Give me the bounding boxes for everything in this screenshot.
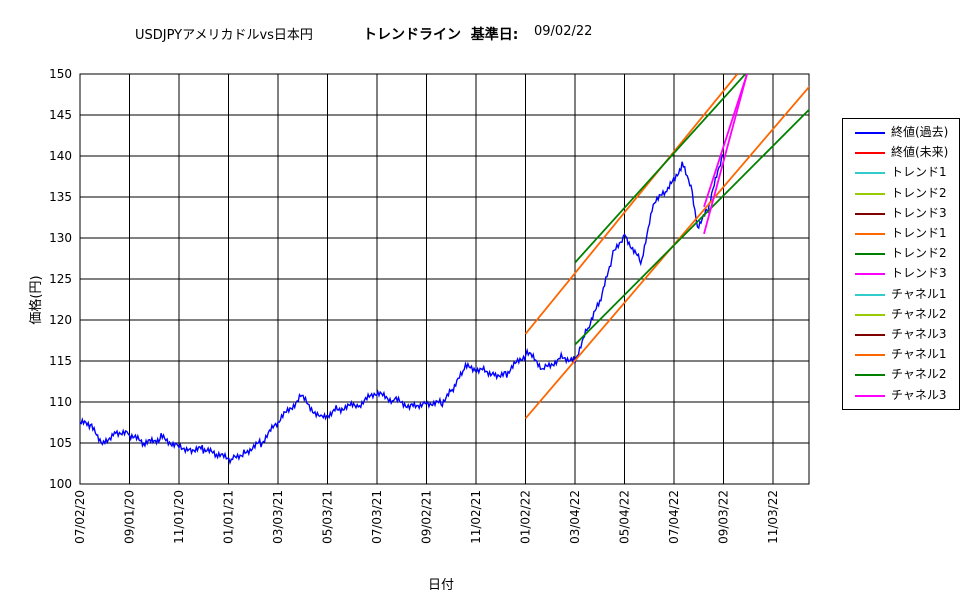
- y-tick-labels: 100 105 110 115 120 125 130 135 140 145 150: [49, 67, 72, 491]
- series-lines: [80, 74, 809, 465]
- legend-label: チャネル1: [891, 286, 947, 301]
- y-tick-label: 110: [49, 395, 72, 409]
- x-tick-label: 05/04/22: [618, 490, 632, 544]
- series-line: [524, 74, 738, 335]
- x-tick-label: 01/01/21: [222, 490, 236, 544]
- y-tick-label: 135: [49, 190, 72, 204]
- chart-title: USDJPYアメリカドルvs日本円: [135, 28, 313, 43]
- series-line: [574, 108, 809, 346]
- x-axis-label: 日付: [428, 578, 455, 593]
- legend-swatch: [855, 192, 885, 195]
- legend-label: チャネル2: [891, 306, 947, 321]
- y-tick-label: 140: [49, 149, 72, 163]
- legend-swatch: [855, 172, 885, 175]
- legend-swatch: [855, 253, 885, 256]
- series-line: [703, 74, 748, 208]
- x-tick-label: 03/03/21: [271, 490, 285, 544]
- grid-lines: [79, 73, 809, 485]
- trendline-label: トレンドライン: [363, 27, 461, 43]
- y-tick-label: 150: [49, 67, 72, 81]
- x-tick-label: 09/03/22: [717, 490, 731, 544]
- legend-label: トレンド1: [891, 165, 947, 180]
- x-tick-label: 07/03/21: [370, 490, 384, 544]
- legend-label: トレンド2: [891, 185, 947, 200]
- legend-label: チャネル3: [891, 327, 947, 341]
- x-tick-label: 01/02/22: [519, 490, 533, 544]
- legend-swatch: [855, 152, 885, 155]
- legend-label: トレンド1: [891, 226, 947, 240]
- x-tick-label: 11/03/22: [766, 490, 780, 544]
- legend-label: チャネル3: [891, 387, 947, 402]
- y-axis-label: 価格(円): [29, 275, 45, 325]
- x-tick-labels: 07/02/20 09/01/20 11/01/20 01/01/21 03/03/21…: [73, 490, 780, 544]
- series-line: [80, 154, 724, 465]
- base-date-label: 基準日:: [470, 27, 519, 43]
- legend-swatch: [855, 374, 885, 377]
- x-tick-label: 09/02/21: [420, 490, 434, 544]
- x-tick-label: 09/01/20: [123, 490, 137, 544]
- x-tick-label: 11/01/20: [172, 490, 186, 544]
- legend-swatch: [855, 212, 885, 215]
- legend-swatch: [855, 394, 885, 397]
- legend-label: トレンド3: [891, 205, 947, 220]
- legend-label: トレンド2: [891, 246, 947, 261]
- legend-swatch: [855, 334, 885, 336]
- y-tick-label: 120: [49, 313, 72, 327]
- y-tick-label: 105: [49, 436, 72, 450]
- chart-subtitle: トレンドライン 基準日:: [363, 24, 518, 44]
- x-tick-label: 07/02/20: [73, 490, 87, 544]
- legend-label: トレンド3: [891, 266, 947, 281]
- legend-swatch: [855, 132, 885, 134]
- x-tick-label: 05/03/21: [321, 490, 335, 544]
- legend-swatch: [855, 313, 885, 316]
- x-tick-label: 11/02/21: [469, 490, 483, 544]
- legend-swatch: [855, 354, 885, 357]
- legend-label: 終値(未来): [891, 145, 949, 160]
- legend-label: チャネル1: [891, 347, 947, 362]
- y-tick-label: 115: [49, 354, 72, 368]
- y-tick-label: 145: [49, 108, 72, 122]
- y-tick-label: 100: [49, 477, 72, 491]
- y-tick-label: 125: [49, 272, 72, 286]
- x-tick-label: 03/04/22: [568, 490, 582, 544]
- legend-swatch: [855, 293, 885, 296]
- legend: 終値(過去) 終値(未来) トレンド1 トレンド2 トレンド3 トレンド1 トレンド2 トレン…: [842, 118, 960, 410]
- legend-swatch: [855, 273, 885, 276]
- series-line: [703, 74, 748, 235]
- base-date-value: 09/02/22: [534, 24, 593, 39]
- x-tick-label: 07/04/22: [667, 490, 681, 544]
- legend-label: 終値(過去): [891, 125, 949, 139]
- legend-swatch: [855, 233, 885, 235]
- y-tick-label: 130: [49, 231, 72, 245]
- legend-label: チャネル2: [891, 367, 947, 382]
- series-line: [574, 74, 747, 264]
